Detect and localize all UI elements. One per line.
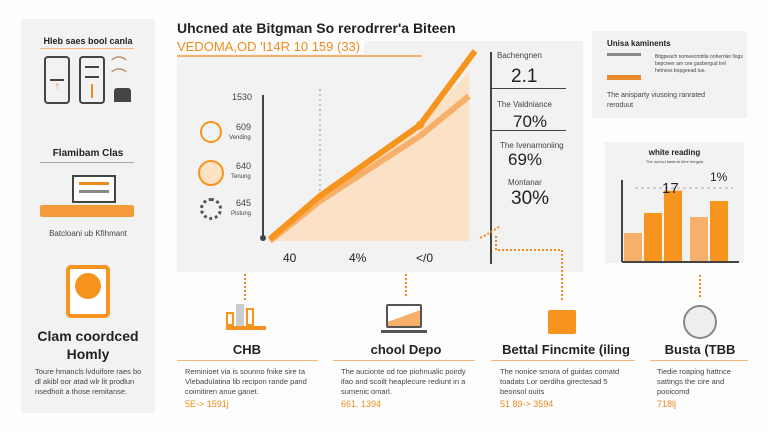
divider xyxy=(650,360,748,361)
bar xyxy=(690,217,708,261)
bar xyxy=(644,213,662,261)
stat-value: 69% xyxy=(508,150,543,169)
data-point xyxy=(416,121,424,129)
robot-icon xyxy=(114,88,131,102)
stat-value: 2.1 xyxy=(511,66,538,87)
info-box-text: Bitgpeach nomeecmbtle oohernler llogs be… xyxy=(655,54,743,74)
divider xyxy=(333,360,475,361)
divider xyxy=(490,88,566,89)
column-number: 51 89-> 3594 xyxy=(500,399,554,409)
tablet-location-icon xyxy=(66,265,110,318)
laptop-base xyxy=(381,330,427,333)
left-section1-title: Hleb saes bool canla xyxy=(43,36,133,46)
phone-icon xyxy=(79,56,105,104)
column-number: 718lj xyxy=(657,399,677,409)
divider xyxy=(40,48,134,49)
divider xyxy=(491,360,635,361)
bar xyxy=(624,233,642,261)
desk-icon xyxy=(40,205,134,217)
divider xyxy=(490,130,566,131)
page-title: Uhcned ate Bitgman So rerodrrer'a Biteen xyxy=(177,20,456,36)
bitcoin-icon xyxy=(200,121,222,143)
connector xyxy=(479,225,563,300)
info-box xyxy=(592,31,747,118)
bar-chart-title: white reading xyxy=(648,148,701,157)
axis-dot xyxy=(260,235,266,241)
signal-icon: ⌒ ⌒ xyxy=(111,57,128,86)
column-number: 5E-> 1591j xyxy=(185,399,229,409)
y-label: 1530 xyxy=(232,92,253,102)
column-text: The aucionte od toe piohnualic poirdy if… xyxy=(341,367,466,396)
bar-chart-subtitle: The ourlucl bastruh lhbe tmrgpla xyxy=(645,159,704,164)
bar xyxy=(710,201,728,261)
left-body3: Toure hmancls lvduifore raes bo dl akibl… xyxy=(35,367,142,396)
stat-label: Bachengnen xyxy=(497,51,542,60)
bar-label: 17 xyxy=(662,180,679,197)
divider xyxy=(40,162,134,163)
stat-label: The Valdniance xyxy=(497,100,552,109)
x-label: 40 xyxy=(283,251,297,265)
growth-chart xyxy=(260,49,478,244)
workstation-icon xyxy=(72,175,116,203)
column-title: Bettal Fincmite (iling xyxy=(502,342,630,357)
bar xyxy=(664,190,682,261)
bar-label: 1% xyxy=(710,170,728,184)
left-section2-title: Flamibam Clas xyxy=(52,148,124,159)
y-sublabel: Pistung xyxy=(231,211,252,217)
divider xyxy=(177,360,318,361)
y-label: 645 xyxy=(236,198,252,208)
growth-line xyxy=(268,49,478,242)
column-title: Busta (TBB xyxy=(664,342,736,357)
laptop-chart-icon xyxy=(386,304,422,328)
machine-icon xyxy=(607,53,641,80)
coin-icon xyxy=(198,160,224,186)
x-label: </0 xyxy=(416,251,434,265)
stat-label: Montanar xyxy=(508,178,542,187)
column-title: CHB xyxy=(232,342,262,357)
stat-label: The Ivenamoniing xyxy=(500,141,564,150)
stat-value: 30% xyxy=(511,188,550,209)
info-box-footer: The anisparty viusoing ranrated reroduut xyxy=(607,92,706,109)
title-underline xyxy=(177,55,422,57)
left-caption2: Batcloani ub Kfihmant xyxy=(49,229,127,238)
y-sublabel: Vending xyxy=(229,135,251,141)
page-subtitle: VEDOMA,OD 'I14R 10 159 (33) xyxy=(177,39,365,54)
column-number: 661. 1394 xyxy=(341,399,382,409)
y-label: 609 xyxy=(236,122,252,132)
column-title: chool Depo xyxy=(370,342,442,357)
gear-icon xyxy=(200,198,222,220)
products-icon xyxy=(226,300,266,330)
left-heading3: Clam coordced Homly xyxy=(37,328,139,362)
bar-chart xyxy=(621,180,739,263)
stats-axis xyxy=(490,52,492,264)
y-sublabel: Tenung xyxy=(231,174,251,180)
x-label: 4% xyxy=(349,251,367,265)
envelope-icon xyxy=(548,310,576,334)
column-text: The nonice smora of guidas comatd toadat… xyxy=(500,367,620,396)
column-text: Reminioet via is sounno fnike sire ta Vl… xyxy=(185,367,307,396)
info-box-title: Unisa kaminents xyxy=(607,39,671,48)
stat-value: 70% xyxy=(513,112,548,131)
seal-icon xyxy=(683,305,717,339)
column-text: Tiedie roaping hattnce sattings the cire… xyxy=(657,367,731,396)
y-label: 640 xyxy=(236,161,252,171)
phone-icon: ↑ xyxy=(44,56,70,104)
